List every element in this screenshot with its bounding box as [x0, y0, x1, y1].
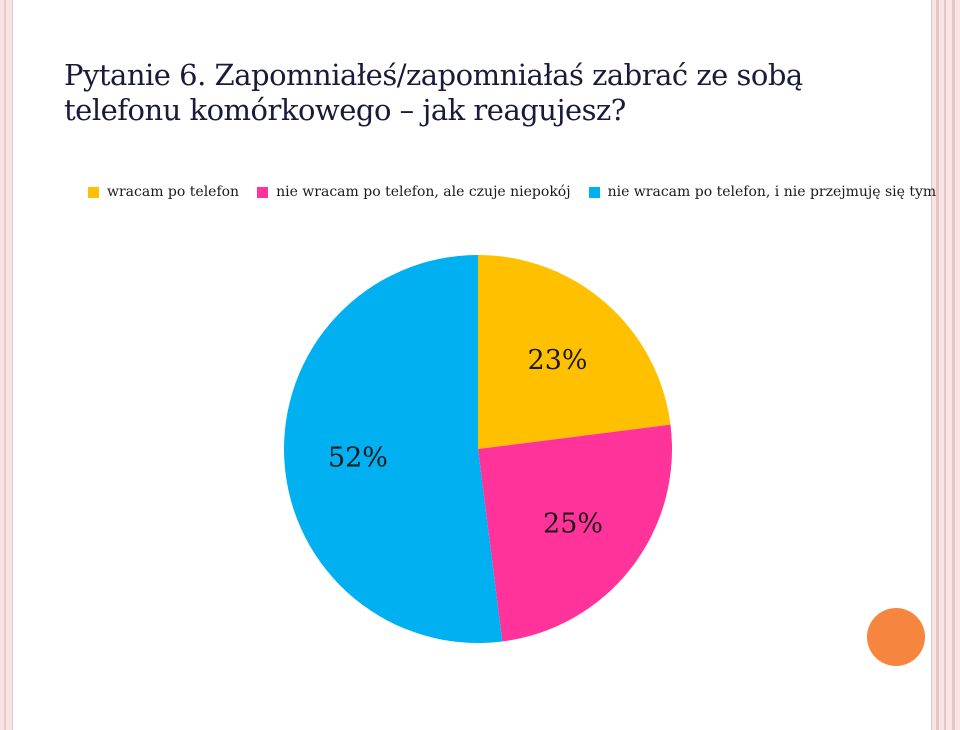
legend-swatch-0: [88, 186, 99, 198]
pie-data-label: 23%: [528, 345, 588, 376]
slide-frame-right: [931, 0, 960, 730]
chart-legend: wracam po telefon nie wracam po telefon,…: [88, 184, 936, 200]
legend-label: nie wracam po telefon, i nie przejmuję s…: [607, 184, 937, 200]
pie-slice-0: [478, 255, 671, 449]
decorative-circle: [867, 608, 925, 666]
frame-stripe: [4, 0, 6, 730]
legend-swatch-2: [588, 186, 600, 198]
legend-label: wracam po telefon: [107, 184, 240, 200]
legend-item: wracam po telefon: [88, 184, 239, 200]
legend-swatch-1: [257, 186, 269, 198]
pie-data-label: 52%: [328, 443, 388, 474]
slide-frame-left: [0, 0, 13, 730]
frame-stripe: [936, 0, 939, 730]
legend-item: nie wracam po telefon, i nie przejmuję s…: [588, 184, 937, 200]
pie-data-label: 25%: [543, 509, 603, 540]
legend-label: nie wracam po telefon, ale czuje niepokó…: [276, 184, 571, 200]
frame-stripe: [952, 0, 955, 730]
pie-slice-1: [478, 424, 672, 642]
slide-title: Pytanie 6. Zapomniałeś/zapomniałaś zabra…: [64, 58, 803, 127]
frame-stripe: [944, 0, 946, 730]
legend-item: nie wracam po telefon, ale czuje niepokó…: [257, 184, 571, 200]
pie-slice-2: [284, 255, 503, 644]
